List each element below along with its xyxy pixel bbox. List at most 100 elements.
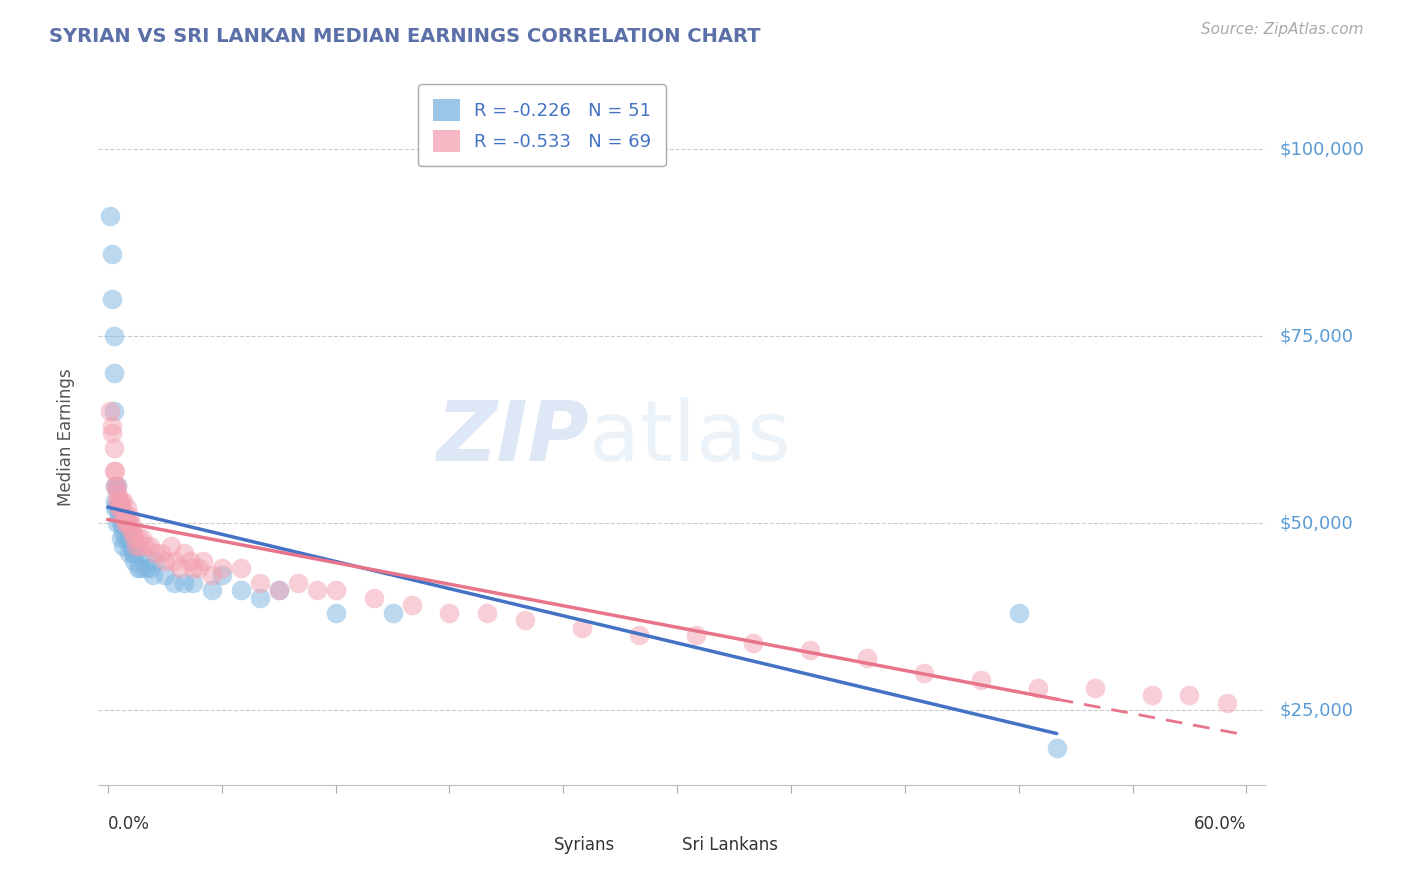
Point: [129, 539, 152, 553]
Point: [98, 210, 121, 224]
Point: [439, 606, 461, 620]
Point: [100, 426, 122, 441]
Text: Syrians: Syrians: [554, 836, 614, 854]
Point: [153, 553, 176, 567]
Text: Source: ZipAtlas.com: Source: ZipAtlas.com: [1201, 22, 1364, 37]
Point: [1046, 740, 1069, 755]
Point: [129, 561, 152, 575]
Point: [628, 628, 651, 642]
Point: [120, 516, 142, 530]
Text: ZIP: ZIP: [436, 397, 589, 477]
Point: [1026, 681, 1049, 695]
Point: [115, 516, 138, 530]
Point: [115, 501, 138, 516]
Point: [1008, 606, 1031, 620]
Point: [121, 546, 143, 560]
Point: [105, 486, 128, 500]
Text: $100,000: $100,000: [1279, 140, 1364, 158]
Point: [201, 583, 224, 598]
Point: [110, 501, 132, 516]
Point: [108, 508, 131, 523]
Text: SYRIAN VS SRI LANKAN MEDIAN EARNINGS CORRELATION CHART: SYRIAN VS SRI LANKAN MEDIAN EARNINGS COR…: [49, 27, 761, 45]
Point: [120, 524, 142, 538]
Point: [138, 561, 160, 575]
Point: [104, 479, 127, 493]
Point: [103, 404, 125, 418]
Point: [118, 516, 141, 530]
Point: [267, 583, 290, 598]
Point: [363, 591, 385, 605]
Point: [118, 546, 141, 560]
Point: [912, 665, 935, 680]
Point: [105, 479, 128, 493]
Point: [143, 546, 166, 560]
Point: [856, 650, 879, 665]
Text: 60.0%: 60.0%: [1194, 815, 1247, 833]
Point: [135, 561, 157, 575]
Point: [181, 576, 204, 591]
Point: [112, 516, 135, 530]
Point: [125, 546, 148, 560]
Point: [112, 524, 135, 538]
Point: [114, 531, 136, 545]
Point: [150, 546, 173, 560]
Point: [571, 621, 593, 635]
Point: [115, 516, 138, 530]
Point: [267, 583, 290, 598]
Point: [112, 493, 135, 508]
Point: [191, 553, 214, 567]
Point: [118, 531, 141, 545]
Point: [120, 539, 142, 553]
Point: [249, 591, 271, 605]
Point: [287, 576, 309, 591]
Point: [114, 508, 136, 523]
Point: [105, 479, 128, 493]
Point: [169, 561, 191, 575]
Point: [108, 501, 131, 516]
Point: [104, 501, 127, 516]
Point: [103, 442, 125, 456]
Text: $25,000: $25,000: [1279, 701, 1354, 719]
Text: $75,000: $75,000: [1279, 327, 1354, 345]
Point: [305, 583, 328, 598]
Legend: R = -0.226   N = 51, R = -0.533   N = 69: R = -0.226 N = 51, R = -0.533 N = 69: [418, 85, 665, 166]
Point: [105, 493, 128, 508]
Point: [103, 329, 125, 343]
Point: [108, 501, 131, 516]
Point: [742, 636, 765, 650]
Point: [112, 508, 135, 523]
Point: [118, 508, 141, 523]
Point: [98, 404, 121, 418]
Point: [103, 464, 125, 478]
Point: [104, 464, 127, 478]
Point: [124, 531, 146, 545]
Point: [110, 516, 132, 530]
Point: [135, 539, 157, 553]
Point: [229, 583, 252, 598]
Point: [100, 292, 122, 306]
Point: [163, 576, 186, 591]
Point: [103, 367, 125, 381]
Point: [105, 516, 128, 530]
Point: [401, 599, 423, 613]
Point: [515, 613, 537, 627]
Point: [114, 516, 136, 530]
Text: $50,000: $50,000: [1279, 514, 1353, 533]
FancyBboxPatch shape: [501, 828, 557, 862]
Point: [188, 561, 211, 575]
Point: [105, 501, 128, 516]
Point: [325, 606, 347, 620]
Point: [124, 553, 146, 567]
Point: [970, 673, 993, 688]
Point: [173, 546, 195, 560]
Point: [108, 493, 131, 508]
Point: [685, 628, 707, 642]
Point: [121, 524, 143, 538]
Point: [100, 418, 122, 433]
Point: [381, 606, 404, 620]
Point: [104, 493, 127, 508]
Point: [110, 493, 132, 508]
Point: [115, 524, 138, 538]
Point: [127, 531, 149, 545]
Point: [1140, 688, 1163, 702]
